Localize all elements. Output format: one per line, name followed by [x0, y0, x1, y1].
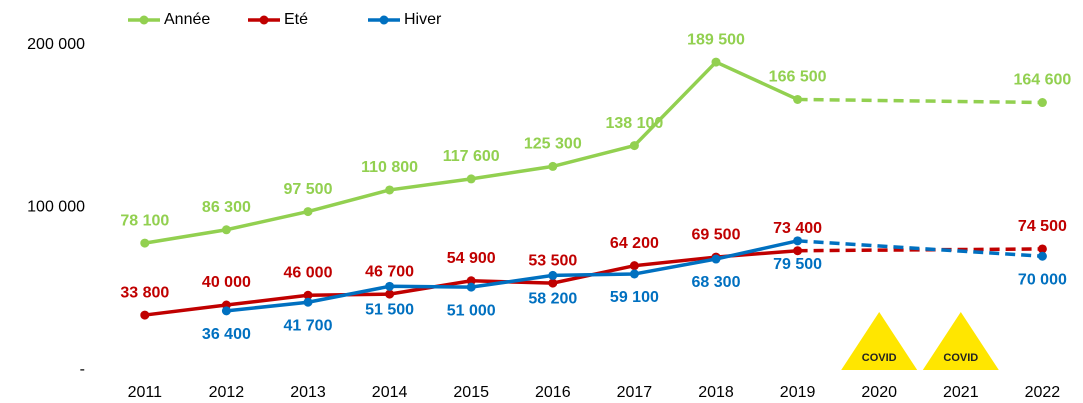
- data-label: 51 500: [365, 302, 414, 319]
- marker: [385, 289, 395, 299]
- marker: [548, 278, 558, 288]
- annotation: COVID: [862, 352, 897, 364]
- marker: [711, 254, 721, 264]
- projection-line: [797, 239, 1043, 258]
- marker: [1037, 244, 1047, 254]
- data-label: 46 700: [365, 263, 414, 280]
- data-label: 74 500: [1018, 218, 1067, 235]
- marker: [221, 306, 231, 316]
- legend-label: Eté: [284, 11, 308, 28]
- data-label: 138 100: [605, 115, 663, 132]
- marker: [303, 207, 313, 217]
- annotation: COVID: [943, 352, 978, 364]
- data-label: 166 500: [769, 69, 827, 86]
- legend-marker: [379, 15, 389, 25]
- marker: [303, 290, 313, 300]
- data-label: 41 700: [284, 317, 333, 334]
- y-tick-label: -: [80, 361, 85, 378]
- data-label: 189 500: [687, 31, 745, 48]
- marker: [548, 161, 558, 171]
- data-label: 36 400: [202, 326, 251, 343]
- marker: [793, 236, 803, 246]
- x-tick-label: 2022: [1025, 384, 1061, 401]
- x-tick-label: 2013: [290, 384, 326, 401]
- marker: [303, 297, 313, 307]
- marker: [385, 281, 395, 291]
- data-label: 125 300: [524, 136, 582, 153]
- marker: [793, 94, 803, 104]
- x-tick-label: 2012: [209, 384, 245, 401]
- data-label: 40 000: [202, 274, 251, 291]
- x-tick-label: 2020: [861, 384, 897, 401]
- data-label: 164 600: [1013, 72, 1071, 89]
- marker: [385, 185, 395, 195]
- data-label: 97 500: [284, 181, 333, 198]
- data-label: 46 000: [284, 264, 333, 281]
- x-tick-label: 2016: [535, 384, 571, 401]
- marker: [466, 276, 476, 286]
- data-label: 68 300: [692, 274, 741, 291]
- x-tick-label: 2011: [128, 384, 163, 401]
- projection-line: [797, 97, 1043, 105]
- legend-label: Année: [164, 11, 210, 28]
- data-label: 78 100: [120, 212, 169, 229]
- x-tick-label: 2014: [372, 384, 408, 401]
- covid-triangle: [841, 312, 918, 370]
- data-label: 64 200: [610, 235, 659, 252]
- marker: [466, 174, 476, 184]
- marker: [140, 238, 150, 248]
- data-label: 86 300: [202, 199, 251, 216]
- marker: [629, 141, 639, 151]
- data-label: 33 800: [120, 284, 169, 301]
- data-label: 110 800: [361, 159, 418, 176]
- projection-line: [797, 247, 1043, 253]
- marker: [221, 225, 231, 235]
- x-tick-label: 2015: [453, 384, 489, 401]
- marker: [140, 310, 150, 320]
- marker: [1037, 98, 1047, 108]
- legend-marker: [139, 15, 149, 25]
- x-tick-label: 2018: [698, 384, 734, 401]
- data-label: 70 000: [1018, 271, 1067, 288]
- marker: [629, 261, 639, 271]
- legend-marker: [259, 15, 269, 25]
- marker: [793, 246, 803, 256]
- y-tick-label: 100 000: [27, 199, 85, 216]
- data-label: 54 900: [447, 250, 496, 267]
- data-label: 73 400: [773, 220, 822, 237]
- legend-label: Hiver: [404, 11, 442, 28]
- x-tick-label: 2017: [617, 384, 653, 401]
- y-tick-label: 200 000: [27, 36, 85, 53]
- marker: [629, 269, 639, 279]
- data-label: 69 500: [692, 226, 741, 243]
- data-label: 58 200: [528, 291, 577, 308]
- data-label: 117 600: [443, 148, 500, 165]
- covid-triangle: [922, 312, 999, 370]
- data-label: 79 500: [773, 256, 822, 273]
- marker: [466, 282, 476, 292]
- series-line: [226, 239, 798, 313]
- data-label: 51 000: [447, 302, 496, 319]
- marker: [711, 57, 721, 67]
- x-tick-label: 2019: [780, 384, 816, 401]
- x-tick-label: 2021: [943, 384, 979, 401]
- marker: [548, 270, 558, 280]
- data-label: 59 100: [610, 289, 659, 306]
- marker: [1037, 251, 1047, 261]
- data-label: 53 500: [528, 252, 577, 269]
